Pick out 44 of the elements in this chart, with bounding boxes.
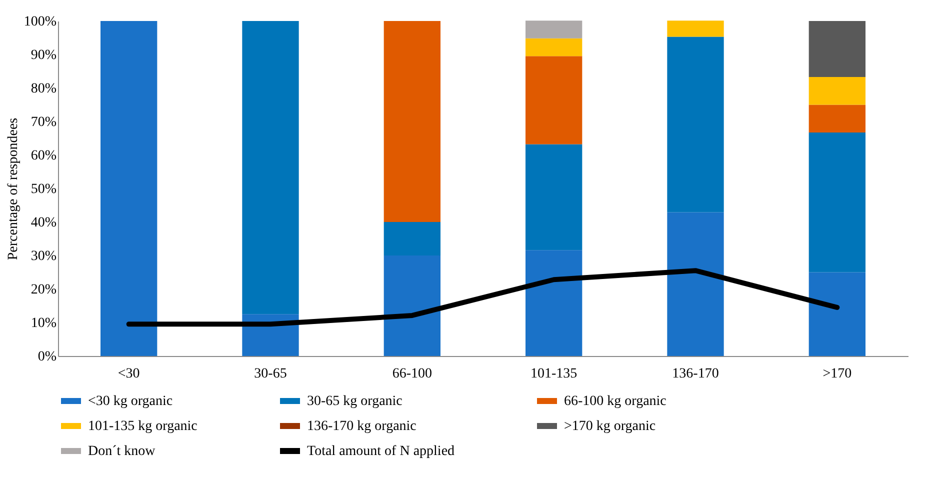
x-tick-label: 101-135 xyxy=(530,366,578,382)
y-tick-label: 50% xyxy=(30,182,57,197)
legend-label: 66-100 kg organic xyxy=(564,394,666,409)
y-tick-label: 90% xyxy=(30,48,57,63)
y-tick-label: 60% xyxy=(30,148,57,164)
bar xyxy=(808,132,866,272)
y-axis-title: Percentage of respondees xyxy=(6,118,21,260)
x-tick-label: >170 xyxy=(822,366,852,382)
legend-label: 136-170 kg organic xyxy=(307,419,416,434)
y-tick-label: 30% xyxy=(30,249,57,264)
y-tick-label: 80% xyxy=(30,82,57,96)
x-tick-label: 66-100 xyxy=(392,366,432,382)
bar xyxy=(526,20,582,38)
bar xyxy=(384,222,440,256)
legend-label: <30 kg organic xyxy=(88,394,173,409)
x-tick-label: 136-170 xyxy=(672,366,719,382)
bar xyxy=(384,256,440,356)
bar xyxy=(526,144,582,250)
y-tick-label: 40% xyxy=(30,216,57,230)
y-tick-label: 100% xyxy=(24,14,57,30)
bar xyxy=(384,21,440,222)
legend-label: 101-135 kg organic xyxy=(88,419,198,434)
bar xyxy=(100,21,158,356)
legend-label: Total amount of N applied xyxy=(307,444,455,459)
bar xyxy=(808,104,866,133)
bar xyxy=(526,38,582,56)
bar xyxy=(808,272,866,356)
legend-label: Don´t know xyxy=(88,444,156,459)
legend-label: >170 kg organic xyxy=(564,419,656,434)
legend-label: 30-65 kg organic xyxy=(307,394,402,409)
y-tick-label: 0% xyxy=(38,350,57,364)
y-tick-label: 10% xyxy=(30,316,57,331)
x-tick-label: <30 xyxy=(118,366,140,382)
bar xyxy=(667,20,724,37)
y-tick-label: 70% xyxy=(30,115,57,130)
bar xyxy=(526,56,582,144)
bar xyxy=(808,21,866,77)
x-tick-label: 30-65 xyxy=(254,366,287,382)
bar xyxy=(242,21,299,314)
bar xyxy=(526,250,582,356)
bar xyxy=(667,212,724,356)
bar xyxy=(808,76,866,105)
y-tick-label: 20% xyxy=(30,282,57,298)
bar xyxy=(667,36,724,212)
